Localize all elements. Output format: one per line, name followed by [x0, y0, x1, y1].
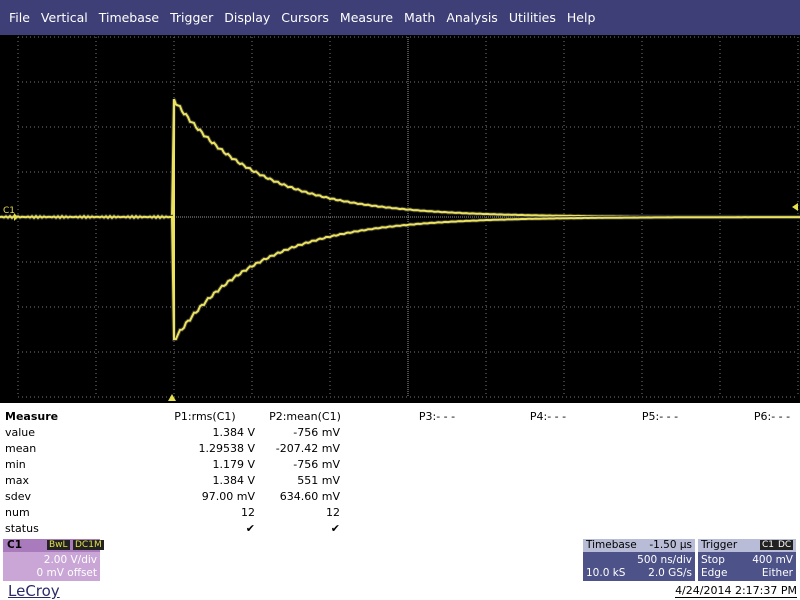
- channel-marker: C1: [3, 206, 15, 216]
- trigger-type: Edge: [701, 567, 728, 579]
- menu-item[interactable]: Math: [404, 10, 436, 25]
- menu-item[interactable]: Help: [566, 10, 596, 25]
- trigger-coupling: DC: [776, 540, 794, 550]
- menu-item[interactable]: File: [9, 10, 30, 25]
- trigger-level: 400 mV: [752, 554, 793, 566]
- timebase-title: Timebase: [586, 539, 637, 551]
- menu-item[interactable]: Trigger: [170, 10, 214, 25]
- measure-value: 1.179 V: [212, 458, 255, 471]
- menu-item[interactable]: Measure: [339, 10, 394, 25]
- vertical-scale: 2.00 V/div: [43, 554, 97, 566]
- timebase-box[interactable]: Timebase -1.50 µs 500 ns/div 10.0 kS 2.0…: [583, 539, 695, 581]
- measure-value: -207.42 mV: [275, 442, 340, 455]
- measure-value: 634.60 mV: [279, 490, 340, 503]
- trigger-mode: Stop: [701, 554, 725, 566]
- measure-column-header[interactable]: P6:- - -: [753, 410, 791, 423]
- measure-value: 1.384 V: [212, 474, 255, 487]
- menu-item[interactable]: Utilities: [508, 10, 556, 25]
- trigger-box[interactable]: Trigger C1 DC Stop 400 mV Edge Either: [698, 539, 796, 581]
- timebase-header: [583, 539, 695, 552]
- measure-column-header[interactable]: P2:mean(C1): [269, 410, 341, 423]
- channel-arrow: [14, 213, 18, 221]
- measure-value: 1.29538 V: [198, 442, 255, 455]
- sample-rate: 2.0 GS/s: [648, 567, 692, 579]
- channel-name: C1: [7, 539, 23, 551]
- menu-item[interactable]: Cursors: [281, 10, 329, 25]
- menu-item[interactable]: Timebase: [98, 10, 160, 25]
- measure-row-label: status: [5, 522, 39, 535]
- measure-value: ✔: [245, 522, 255, 535]
- measure-value: -756 mV: [293, 426, 340, 439]
- measure-row-label: sdev: [5, 490, 31, 503]
- measure-value: -756 mV: [293, 458, 340, 471]
- trigger-position-arrow: [168, 394, 176, 401]
- trigger-slope: Either: [761, 567, 793, 579]
- menu-item[interactable]: Display: [224, 10, 271, 25]
- menu-item[interactable]: Analysis: [446, 10, 498, 25]
- trace: [0, 214, 800, 341]
- measure-row-label: mean: [5, 442, 37, 455]
- measure-value: 12: [241, 506, 255, 519]
- menu-item[interactable]: Vertical: [40, 10, 88, 25]
- timebase-delay: -1.50 µs: [649, 539, 692, 551]
- timestamp: 4/24/2014 2:17:37 PM: [675, 584, 797, 598]
- measure-row-label: num: [5, 506, 30, 519]
- measure-value: 1.384 V: [212, 426, 255, 439]
- offset: 0 mV offset: [36, 567, 97, 579]
- trigger-source: C1: [760, 540, 777, 550]
- measure-column-header[interactable]: P4:- - -: [529, 410, 567, 423]
- measure-column-header[interactable]: P3:- - -: [418, 410, 456, 423]
- waveform-display: C1: [0, 35, 800, 403]
- measure-value: 12: [326, 506, 340, 519]
- measure-row-label: value: [5, 426, 36, 439]
- measure-title: Measure: [5, 410, 59, 423]
- timebase-scale: 500 ns/div: [637, 554, 692, 566]
- bandwidth-badge: BwL: [47, 540, 70, 550]
- coupling-badge: DC1M: [73, 540, 104, 550]
- trigger-title: Trigger: [701, 539, 738, 551]
- measure-value: ✔: [330, 522, 340, 535]
- sample-count: 10.0 kS: [586, 567, 626, 579]
- measure-value: 97.00 mV: [201, 490, 255, 503]
- brand-logo: LeCroy: [8, 582, 60, 600]
- measure-table: Measure P1:rms(C1) P2:mean(C1) P3:- - - P4:-…: [0, 406, 800, 536]
- channel-box[interactable]: C1 BwL DC1M 2.00 V/div 0 mV offset: [3, 539, 104, 581]
- measure-column-header[interactable]: P1:rms(C1): [174, 410, 236, 423]
- measure-value: 551 mV: [297, 474, 340, 487]
- measure-row-label: max: [5, 474, 29, 487]
- measure-column-header[interactable]: P5:- - -: [641, 410, 679, 423]
- menu-bar: File Vertical Timebase Trigger Display Cursor…: [0, 0, 800, 35]
- measure-row-label: min: [5, 458, 26, 471]
- trigger-level-arrow: [792, 203, 798, 211]
